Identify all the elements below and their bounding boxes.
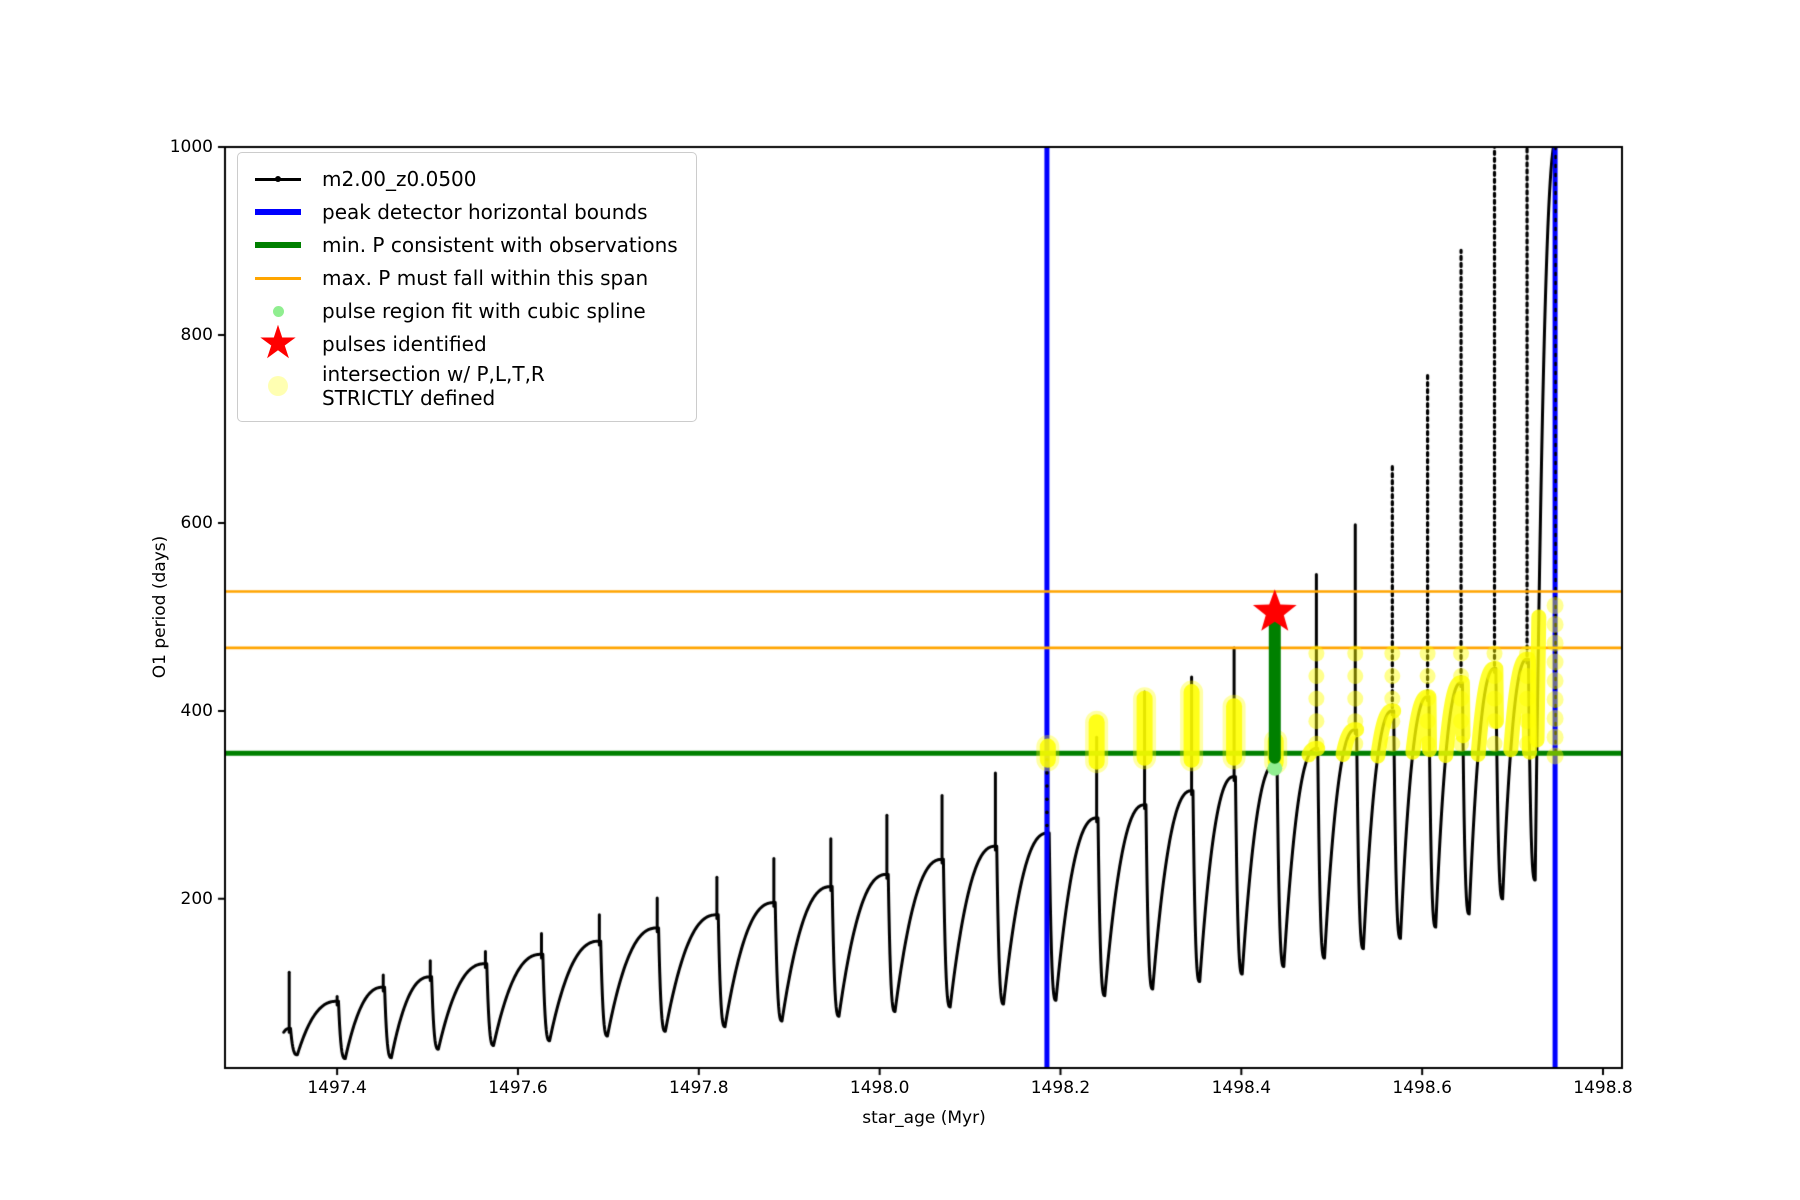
blue-bound-line-icon xyxy=(246,209,310,215)
legend-item-label: min. P consistent with observations xyxy=(322,233,678,257)
legend-item: min. P consistent with observations xyxy=(246,230,678,260)
pulse-star-icon: ★ xyxy=(257,315,299,369)
y-tick-label: 400 xyxy=(180,700,213,721)
x-tick-label: 1498.6 xyxy=(1392,1078,1452,1098)
x-tick-label: 1498.8 xyxy=(1573,1078,1633,1098)
legend-item: pulse region fit with cubic spline xyxy=(246,296,678,326)
legend-item: ★ pulses identified xyxy=(246,315,678,369)
legend-item: m2.00_z0.0500 xyxy=(246,164,678,194)
intersection-dot-icon xyxy=(246,376,310,396)
y-tick-label: 800 xyxy=(180,324,213,345)
legend-item: max. P must fall within this span xyxy=(246,263,678,293)
series-line-icon xyxy=(246,176,310,182)
spline-dot-icon xyxy=(246,305,310,317)
x-tick-label: 1498.2 xyxy=(1030,1078,1091,1098)
x-axis-label: star_age (Myr) xyxy=(862,1108,986,1128)
y-tick-label: 1000 xyxy=(169,137,213,157)
x-tick-label: 1497.4 xyxy=(307,1078,367,1098)
x-tick-label: 1498.0 xyxy=(849,1078,910,1098)
x-tick-label: 1497.8 xyxy=(669,1078,729,1098)
legend-item-label: intersection w/ P,L,T,R STRICTLY defined xyxy=(322,362,545,410)
x-tick-label: 1498.4 xyxy=(1211,1078,1272,1098)
legend-item: peak detector horizontal bounds xyxy=(246,197,678,227)
x-tick-label: 1497.6 xyxy=(488,1078,548,1098)
legend-item-label: peak detector horizontal bounds xyxy=(322,200,648,224)
legend-item-label: pulse region fit with cubic spline xyxy=(322,299,646,323)
max-period-line-icon xyxy=(246,276,310,280)
legend-item-label: pulses identified xyxy=(322,332,487,356)
legend-item-label: max. P must fall within this span xyxy=(322,266,649,290)
y-axis-label: O1 period (days) xyxy=(150,535,170,679)
y-tick-label: 200 xyxy=(180,888,213,909)
legend-item-label: m2.00_z0.0500 xyxy=(322,167,477,191)
legend-item: intersection w/ P,L,T,R STRICTLY defined xyxy=(246,362,678,410)
min-period-line-icon xyxy=(246,242,310,248)
y-tick-label: 600 xyxy=(180,512,213,533)
